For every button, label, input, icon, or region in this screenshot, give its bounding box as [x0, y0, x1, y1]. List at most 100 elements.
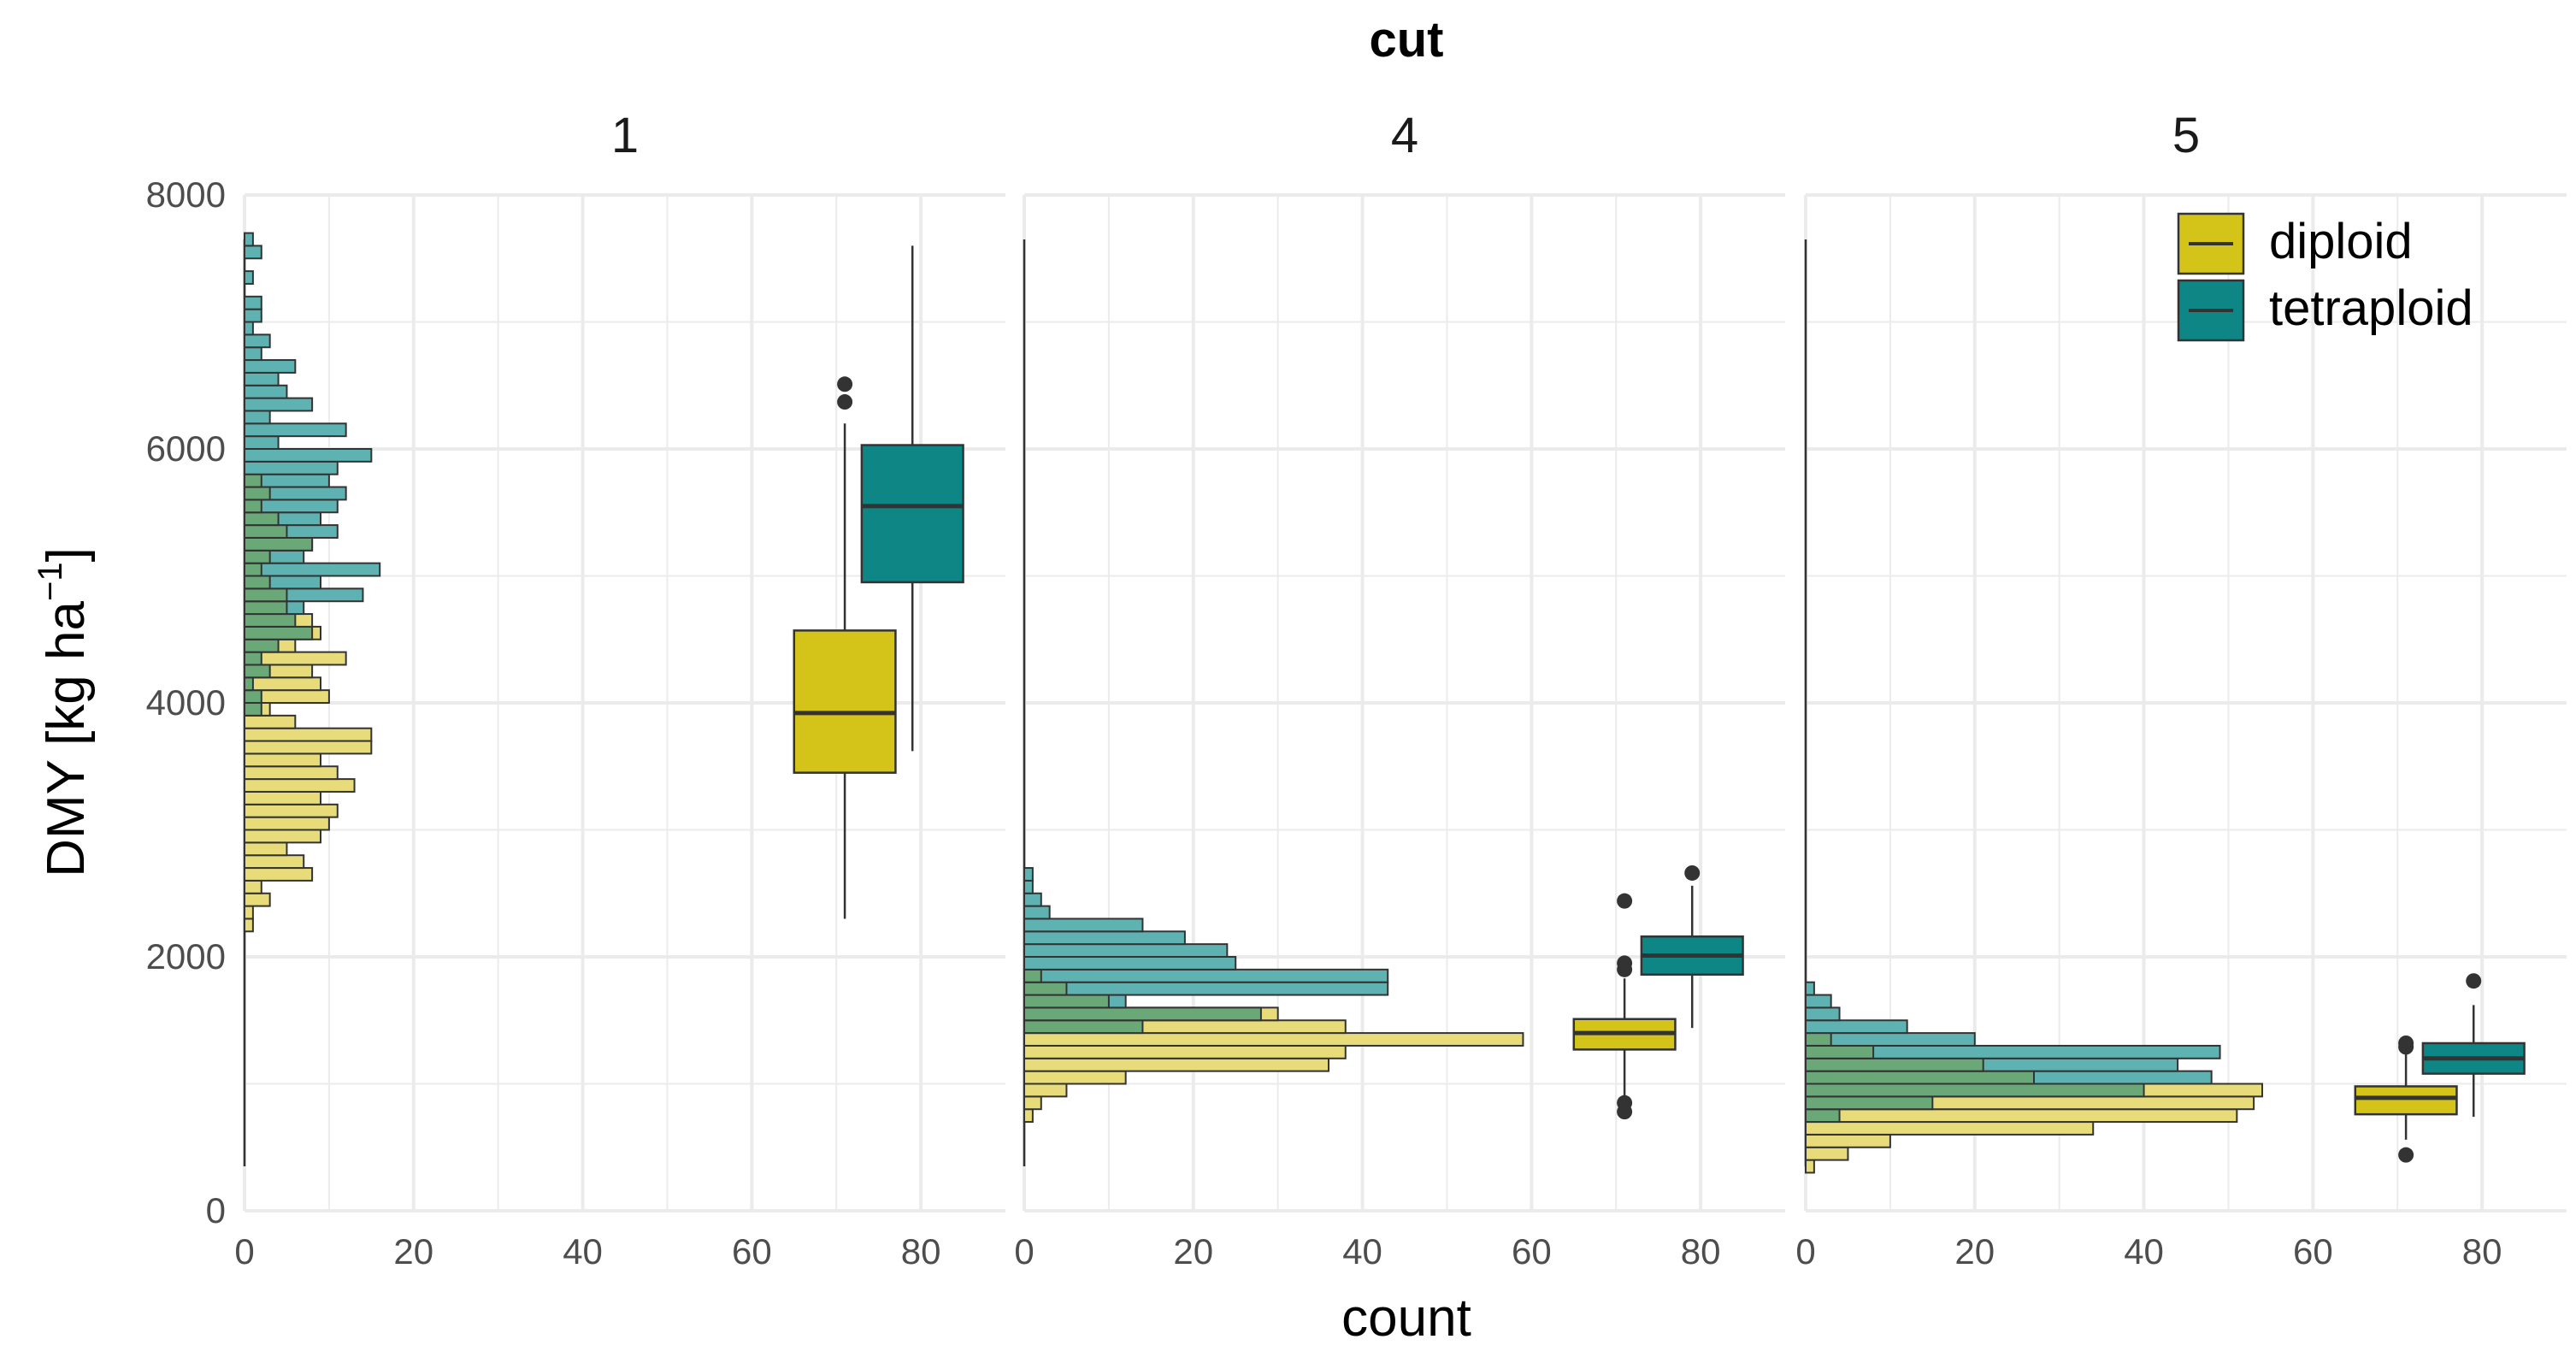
tetraploid-histogram-bar — [244, 270, 254, 285]
chart-title: cut — [1370, 12, 1444, 68]
boxplot-outlier — [837, 394, 853, 410]
x-tick-label: 80 — [1681, 1231, 1721, 1272]
tetraploid-boxplot — [2421, 973, 2526, 1118]
diploid-histogram-bar — [1023, 1070, 1127, 1085]
overlap-histogram-bar — [244, 587, 288, 603]
y-tick-label: 2000 — [146, 936, 226, 977]
boxplot-outlier — [837, 376, 853, 392]
diploid-histogram-bar — [244, 714, 297, 729]
diploid-histogram-bar — [244, 790, 321, 805]
x-tick-label: 40 — [2124, 1231, 2164, 1272]
y-tick-label: 0 — [206, 1190, 226, 1230]
diploid-histogram-bar — [1805, 1159, 1815, 1174]
legend-item-diploid: diploid — [2177, 212, 2413, 275]
diploid-histogram-bar — [1023, 1108, 1034, 1124]
y-tick-label: 6000 — [146, 428, 226, 469]
tetraploid-histogram-bar — [244, 397, 314, 412]
tetraploid-histogram-bar — [1023, 892, 1042, 907]
panel-strip-label: 1 — [611, 108, 639, 163]
tetraploid-histogram-bar — [1805, 994, 1832, 1009]
overlap-histogram-bar — [244, 562, 262, 577]
x-tick-label: 20 — [393, 1231, 433, 1272]
boxplot-box — [860, 444, 964, 584]
overlap-histogram-bar — [1023, 994, 1110, 1009]
tetraploid-histogram-bar — [1805, 981, 1815, 996]
x-tick-label: 80 — [2462, 1231, 2502, 1272]
diploid-histogram-bar — [244, 727, 373, 742]
y-axis-title: DMY [kg ha−1] — [32, 547, 96, 877]
tetraploid-histogram-bar — [244, 562, 381, 577]
tetraploid-histogram-bar — [244, 448, 373, 463]
panel-4: 40 20 40 60 80 — [1014, 108, 1785, 1272]
x-tick-label: 60 — [732, 1231, 772, 1272]
boxplot-outlier — [2398, 1147, 2414, 1163]
diploid-histogram-bar — [244, 676, 321, 692]
overlap-histogram-bar — [1805, 1108, 1841, 1124]
tetraploid-histogram-bar — [1805, 1019, 1908, 1035]
overlap-histogram-bar — [244, 600, 288, 616]
diploid-histogram-bar — [244, 879, 262, 894]
diploid-histogram-bar — [244, 867, 314, 882]
tetraploid-histogram-bar — [244, 422, 347, 438]
overlap-histogram-bar — [1805, 1057, 1984, 1072]
panel-1: 1 0 20 40 60 80 — [234, 108, 1005, 1272]
diploid-histogram-bar — [244, 905, 254, 920]
tetraploid-histogram-bar — [1023, 879, 1034, 894]
tetraploid-histogram-bar — [244, 384, 288, 399]
overlap-histogram-bar — [1023, 968, 1042, 983]
overlap-histogram-bar — [244, 638, 280, 653]
overlap-histogram-bar — [244, 486, 271, 501]
tetraploid-histogram-bar — [1023, 943, 1229, 959]
legend-label-diploid: diploid — [2269, 214, 2413, 269]
diploid-histogram-bar — [244, 854, 305, 870]
overlap-histogram-bar — [1023, 981, 1068, 996]
y-tick-label: 8000 — [146, 174, 226, 215]
tetraploid-histogram-bar — [244, 295, 262, 310]
overlap-histogram-bar — [244, 524, 288, 539]
tetraploid-histogram-bar — [1023, 956, 1237, 971]
diploid-histogram-bar — [244, 752, 321, 768]
boxplot-outlier — [1617, 893, 1633, 909]
tetraploid-histogram-bar — [244, 308, 262, 323]
tetraploid-histogram-bar — [1023, 905, 1051, 920]
overlap-histogram-bar — [1805, 1044, 1875, 1059]
diploid-histogram-bar — [1023, 1095, 1042, 1111]
x-tick-label: 60 — [1512, 1231, 1552, 1272]
boxplot-outlier — [1617, 1095, 1633, 1111]
diploid-histogram-bar — [1023, 1083, 1068, 1098]
diploid-histogram-bar — [244, 816, 330, 831]
y-tick-label: 4000 — [146, 682, 226, 723]
tetraploid-histogram-bar — [244, 321, 254, 336]
legend: diploid tetraploid — [2177, 212, 2473, 342]
overlap-histogram-bar — [1805, 1095, 1934, 1111]
diploid-histogram-bar — [1023, 1057, 1329, 1072]
overlap-histogram-bar — [244, 473, 262, 488]
diploid-boxplot — [1572, 893, 1677, 1120]
overlap-histogram-bar — [244, 511, 280, 527]
diploid-boxplot — [793, 376, 897, 919]
x-tick-label: 20 — [1173, 1231, 1213, 1272]
panel-strip-label: 5 — [2172, 108, 2200, 163]
tetraploid-histogram-bar — [1023, 930, 1186, 946]
overlap-histogram-bar — [1805, 1083, 2145, 1098]
diploid-histogram-bar — [244, 765, 339, 781]
overlap-histogram-bar — [244, 499, 262, 514]
tetraploid-histogram-bar — [244, 359, 297, 374]
x-tick-label: 80 — [901, 1231, 941, 1272]
tetraploid-histogram-bar — [244, 333, 271, 349]
overlap-histogram-bar — [244, 702, 262, 717]
diploid-histogram-bar — [244, 829, 321, 844]
x-tick-label: 40 — [563, 1231, 603, 1272]
tetraploid-boxplot — [1640, 864, 1744, 1029]
tetraploid-histogram-bar — [244, 232, 254, 247]
boxplot-box — [793, 629, 897, 774]
x-tick-label: 0 — [1014, 1231, 1034, 1272]
tetraploid-histogram-bar — [244, 435, 280, 450]
tetraploid-histogram-bar — [244, 245, 262, 260]
diploid-histogram-bar — [1023, 1032, 1524, 1047]
overlap-histogram-bar — [244, 549, 271, 564]
diploid-histogram-bar — [244, 892, 271, 907]
x-tick-label: 60 — [2293, 1231, 2333, 1272]
overlap-histogram-bar — [244, 625, 314, 640]
